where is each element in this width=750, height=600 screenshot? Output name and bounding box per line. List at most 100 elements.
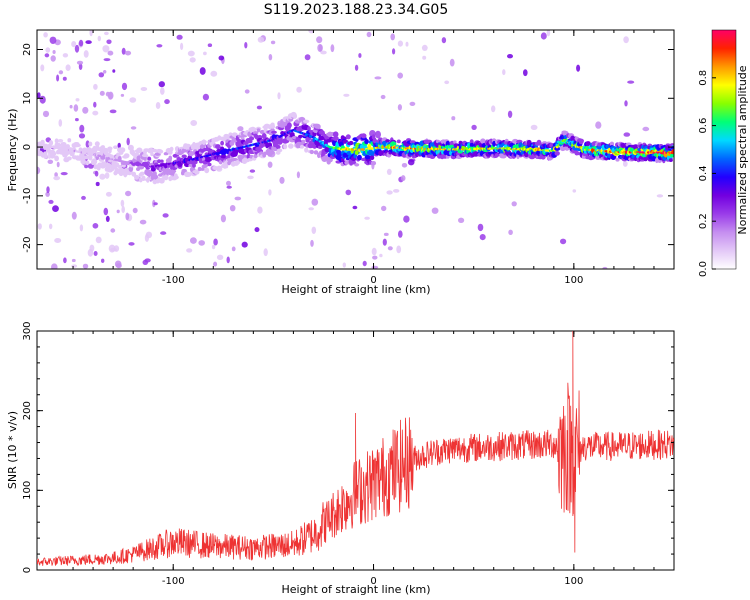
noise-blob <box>56 161 60 168</box>
noise-blob <box>49 36 57 44</box>
colorbar-label: Normalized spectral amplitude <box>736 65 749 234</box>
colorbar-tick-label: 0.8 <box>698 70 709 86</box>
noise-blob <box>109 109 117 114</box>
ridge-cell <box>204 167 210 174</box>
ridge-cell <box>270 124 276 129</box>
noise-blob <box>95 181 100 187</box>
ridge-cell <box>318 135 325 141</box>
ridge-cell <box>108 148 112 154</box>
noise-blob <box>656 194 664 198</box>
noise-blob <box>386 168 392 175</box>
ridge-cell <box>300 144 304 149</box>
noise-blob <box>396 245 402 254</box>
noise-blob <box>330 44 335 53</box>
ridge-cell <box>136 147 143 154</box>
colorbar-tick-label: 0.0 <box>698 261 709 277</box>
ridge-cell <box>390 141 397 147</box>
colorbar-tick-label: 0.4 <box>698 165 709 181</box>
noise-blob <box>226 185 232 189</box>
noise-blob <box>105 191 112 197</box>
noise-blob <box>121 82 128 91</box>
ridge-cell <box>409 140 416 144</box>
ridge-cell <box>67 138 72 143</box>
noise-blob <box>397 72 404 79</box>
noise-blob <box>508 229 513 235</box>
ridge-cell <box>670 153 674 158</box>
noise-blob <box>642 126 650 132</box>
noise-blob <box>116 209 120 214</box>
noise-blob <box>502 69 506 76</box>
ridge-cell <box>267 150 275 155</box>
ridge-cell <box>668 158 673 163</box>
ridge-cell <box>293 113 297 119</box>
noise-blob <box>560 238 567 245</box>
ridge-cell <box>85 160 90 165</box>
noise-blob <box>115 263 122 269</box>
noise-blob <box>103 207 109 216</box>
ridge-cell <box>236 138 241 143</box>
ridge-cell <box>494 153 499 158</box>
noise-blob <box>213 261 218 267</box>
noise-blob <box>199 67 206 75</box>
noise-blob <box>104 31 109 36</box>
noise-blob <box>37 166 41 175</box>
noise-blob <box>530 124 538 130</box>
noise-blob <box>93 101 97 108</box>
noise-blob <box>393 189 400 193</box>
noise-blob <box>58 70 64 75</box>
noise-blob <box>145 231 153 239</box>
noise-blob <box>213 238 218 246</box>
ridge-cell <box>354 163 360 167</box>
ridge-cell <box>216 165 222 171</box>
noise-blob <box>257 206 263 214</box>
ridge-cell <box>172 175 179 180</box>
noise-blob <box>40 64 45 72</box>
noise-blob <box>37 223 42 230</box>
noise-blob <box>540 32 547 40</box>
x-tick-label: -100 <box>162 275 185 286</box>
colorbar-tick-label: 0.6 <box>698 118 709 134</box>
noise-blob <box>279 176 285 184</box>
noise-blob <box>65 91 71 96</box>
spectrogram-ylabel: Frequency (Hz) <box>6 109 19 192</box>
noise-blob <box>126 137 130 146</box>
noise-blob <box>79 124 85 133</box>
noise-blob <box>186 248 193 253</box>
noise-blob <box>444 80 450 85</box>
noise-blob <box>112 69 116 73</box>
noise-blob <box>102 45 110 53</box>
noise-blob <box>263 248 268 257</box>
noise-blob <box>125 212 130 221</box>
noise-blob <box>218 55 225 61</box>
noise-blob <box>49 223 53 230</box>
noise-blob <box>75 98 80 102</box>
ridge-cell <box>253 153 258 159</box>
noise-blob <box>110 228 116 233</box>
noise-blob <box>52 205 59 213</box>
noise-blob <box>477 223 484 232</box>
ridge-cell <box>271 130 277 134</box>
noise-blob <box>85 40 92 44</box>
noise-blob <box>382 238 387 246</box>
noise-blob <box>203 51 207 56</box>
ridge-cell <box>283 143 288 150</box>
ridge-cell <box>139 171 145 176</box>
noise-blob <box>511 201 517 207</box>
ridge-cell <box>231 157 238 162</box>
ridge-cell <box>301 139 306 144</box>
noise-blob <box>103 70 107 74</box>
noise-blob <box>318 44 323 52</box>
noise-blob <box>99 90 105 96</box>
ridge-cell <box>91 158 98 165</box>
noise-blob <box>44 53 50 58</box>
noise-blob <box>139 219 147 225</box>
ridge-cell <box>123 153 130 159</box>
noise-blob <box>124 50 132 56</box>
ridge-cell <box>256 128 261 133</box>
noise-blob <box>156 44 163 48</box>
noise-blob <box>99 173 106 180</box>
noise-blob <box>93 251 98 256</box>
ridge-cell <box>163 174 169 181</box>
noise-blob <box>176 34 183 40</box>
